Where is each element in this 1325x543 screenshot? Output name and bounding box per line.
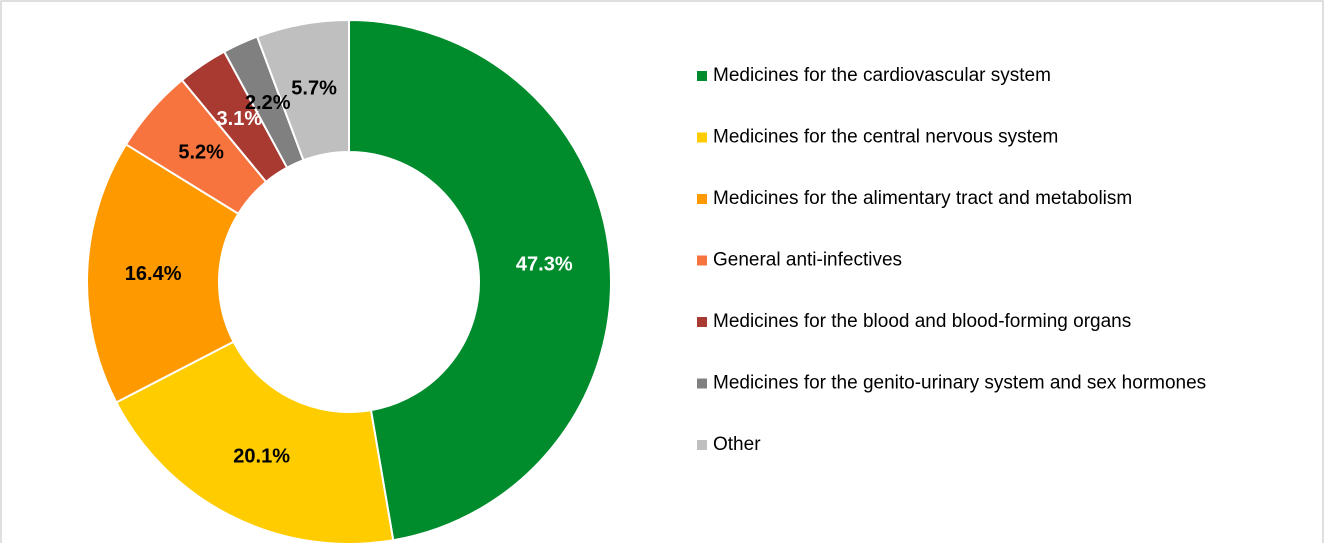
legend-swatch xyxy=(697,255,707,266)
legend-swatch xyxy=(697,378,707,389)
value-label: 3.1% xyxy=(217,108,263,130)
legend-swatch xyxy=(697,71,707,81)
value-label: 2.2% xyxy=(245,92,291,114)
legend-label: Other xyxy=(713,434,761,455)
donut-slice xyxy=(114,340,395,543)
value-label: 5.2% xyxy=(178,142,224,164)
legend-label: Medicines for the alimentary tract and m… xyxy=(713,188,1132,209)
legend-label: Medicines for the blood and blood-formin… xyxy=(713,311,1131,332)
legend-swatch xyxy=(697,317,707,327)
legend-swatch xyxy=(697,194,707,204)
donut-slice xyxy=(86,143,240,404)
value-label: 16.4% xyxy=(125,263,182,285)
value-label: 47.3% xyxy=(516,254,573,276)
donut-slice xyxy=(255,18,350,162)
value-label: 20.1% xyxy=(233,446,290,468)
legend-label: Medicines for the central nervous system xyxy=(713,127,1058,148)
legend-swatch xyxy=(697,132,707,143)
value-label: 5.7% xyxy=(291,77,337,99)
legend-label: General anti-infectives xyxy=(713,250,902,271)
legend-label: Medicines for the cardiovascular system xyxy=(713,65,1051,86)
legend-swatch xyxy=(697,440,707,450)
donut-slice xyxy=(348,18,612,542)
legend-label: Medicines for the genito-urinary system … xyxy=(713,373,1206,394)
